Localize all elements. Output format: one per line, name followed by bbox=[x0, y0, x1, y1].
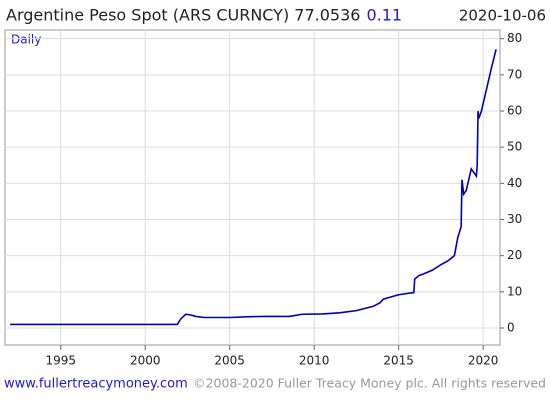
x-tick-label: 2015 bbox=[383, 354, 414, 368]
y-tick-label: 40 bbox=[507, 176, 522, 190]
y-tick-label: 20 bbox=[507, 248, 522, 262]
y-tick-label: 60 bbox=[507, 104, 522, 118]
x-tick-label: 2000 bbox=[130, 354, 161, 368]
x-tick-label: 2020 bbox=[468, 354, 499, 368]
x-tick-label: 2010 bbox=[299, 354, 330, 368]
y-tick-label: 10 bbox=[507, 284, 522, 298]
change-value: 0.11 bbox=[366, 6, 402, 25]
x-tick-label: 2005 bbox=[214, 354, 245, 368]
y-tick-label: 50 bbox=[507, 140, 522, 154]
x-tick-label: 1995 bbox=[45, 354, 76, 368]
frequency-label: Daily bbox=[11, 33, 41, 47]
y-tick-label: 30 bbox=[507, 212, 522, 226]
y-tick-label: 80 bbox=[507, 31, 522, 45]
plot-frame bbox=[4, 29, 501, 346]
date: 2020-10-06 bbox=[459, 7, 546, 25]
footer-link[interactable]: www.fullertreacymoney.com bbox=[4, 377, 188, 392]
y-tick-label: 70 bbox=[507, 67, 522, 81]
y-tick-label: 0 bbox=[507, 321, 515, 335]
data-line bbox=[10, 49, 497, 326]
footer-copyright: ©2008-2020 Fuller Treacy Money plc. All … bbox=[193, 376, 546, 391]
chart-title: Argentine Peso Spot (ARS CURNCY) 77.0536 bbox=[6, 6, 360, 25]
